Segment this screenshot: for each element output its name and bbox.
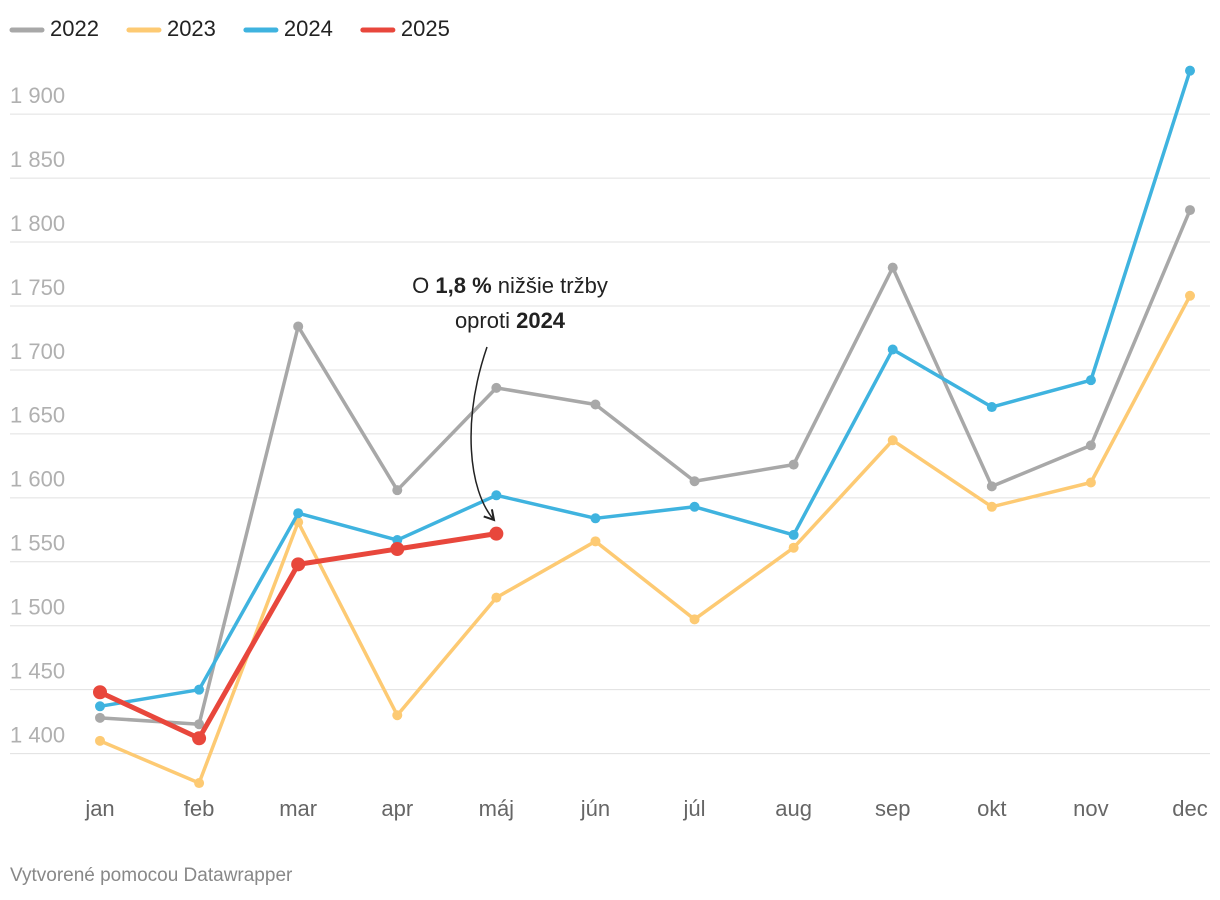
point	[293, 508, 304, 519]
annotation-text: 1,8 %	[435, 273, 491, 298]
point	[887, 344, 898, 355]
y-tick-label: 1 850	[10, 147, 65, 172]
y-tick-label: 1 650	[10, 403, 65, 428]
point	[788, 529, 799, 540]
point	[689, 501, 700, 512]
point	[291, 557, 306, 572]
y-tick-label: 1 600	[10, 467, 65, 492]
x-tick-label: aug	[775, 796, 812, 821]
x-tick-label: júl	[683, 796, 706, 821]
point	[293, 321, 304, 332]
annotation-text: nižšie tržby	[492, 273, 608, 298]
x-tick-label: máj	[479, 796, 514, 821]
point	[1185, 205, 1195, 216]
y-tick-label: 1 800	[10, 211, 65, 236]
point	[491, 382, 502, 393]
x-tick-label: jún	[580, 796, 610, 821]
y-tick-label: 1 500	[10, 595, 65, 620]
point	[491, 490, 502, 501]
annotation-text: O	[412, 273, 435, 298]
series-line	[99, 209, 1192, 726]
point	[1085, 440, 1096, 451]
point	[390, 542, 405, 556]
point	[194, 684, 205, 695]
y-tick-label: 1 550	[10, 531, 65, 556]
point	[887, 262, 898, 273]
point	[689, 614, 700, 625]
point	[590, 513, 601, 524]
x-tick-label: apr	[381, 796, 413, 821]
y-tick-label: 1 700	[10, 339, 65, 364]
x-tick-label: jan	[84, 796, 114, 821]
annotation: O 1,8 % nižšie tržby oproti 2024	[412, 273, 608, 333]
point	[986, 481, 997, 492]
y-tick-label: 1 900	[10, 83, 65, 108]
annotation-text: 2024	[516, 308, 566, 333]
point	[194, 778, 205, 789]
x-tick-label: nov	[1073, 796, 1108, 821]
series-line	[99, 294, 1192, 785]
point	[689, 476, 700, 487]
x-tick-label: dec	[1172, 796, 1207, 821]
point	[1185, 290, 1195, 301]
x-tick-label: feb	[184, 796, 215, 821]
point	[491, 592, 502, 603]
point	[986, 501, 997, 512]
point	[1085, 375, 1096, 386]
x-tick-label: sep	[875, 796, 910, 821]
y-tick-label: 1 750	[10, 275, 65, 300]
annotation-text: oproti	[455, 308, 516, 333]
y-tick-label: 1 400	[10, 722, 65, 747]
lines	[93, 65, 1195, 789]
annotation-arrow	[470, 346, 496, 522]
point	[95, 701, 105, 712]
legend-label: 2024	[284, 16, 333, 41]
y-tick-label: 1 450	[10, 658, 65, 683]
point	[95, 712, 105, 723]
point	[1085, 477, 1096, 488]
point	[392, 485, 403, 496]
point	[590, 399, 601, 410]
legend-label: 2025	[401, 16, 450, 41]
point	[392, 710, 403, 721]
point	[887, 435, 898, 446]
point	[194, 719, 205, 730]
footer: Vytvorené pomocou Datawrapper	[10, 865, 293, 886]
point	[93, 685, 107, 700]
point	[788, 459, 799, 470]
legend-label: 2022	[50, 16, 99, 41]
point	[1185, 65, 1195, 76]
legend-label: 2023	[167, 16, 216, 41]
series-line	[99, 70, 1192, 709]
grid	[10, 113, 1210, 755]
point	[590, 536, 601, 547]
point	[192, 731, 207, 746]
point	[788, 542, 799, 553]
x-tick-label: mar	[279, 796, 317, 821]
x-tick-label: okt	[977, 796, 1006, 821]
point	[95, 735, 105, 746]
point	[489, 526, 504, 541]
point	[986, 402, 997, 413]
